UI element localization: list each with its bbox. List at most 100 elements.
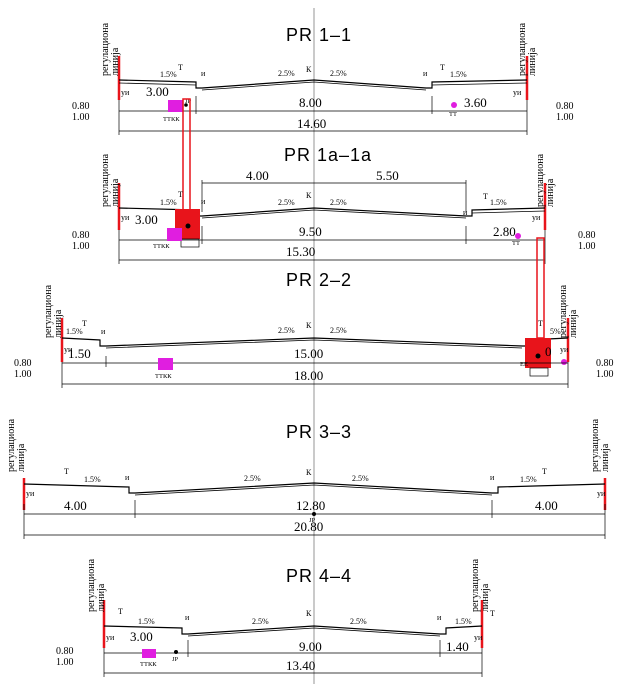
dimension-label: 4.00	[535, 498, 558, 513]
edge-label: и	[490, 473, 495, 482]
section-pr-3-3: PR 3–3 регулациона линија регулациона ли…	[6, 418, 611, 539]
utility-label: ТТКК	[153, 243, 170, 250]
slope-label: 2.5%	[278, 326, 295, 335]
utility-label: JP	[172, 656, 179, 663]
level-label: 1.00	[596, 369, 614, 380]
section-pr-1-1: PR 1–1 регулациона линија регулациона ли…	[72, 22, 574, 135]
road-profile	[103, 625, 483, 635]
pipe-link	[182, 98, 191, 217]
regulation-label: регулациона	[100, 22, 111, 76]
slope-label: 1.5%	[490, 198, 507, 207]
slope-label: 1.5%	[455, 617, 472, 626]
utility-label: ТТКК	[155, 373, 172, 380]
level-label: 0.80	[72, 230, 90, 241]
dimension-label: 4.00	[246, 168, 269, 183]
pavement-label: Т	[178, 190, 183, 199]
dimension-label: 5.50	[376, 168, 399, 183]
dimension-label: 8.00	[299, 95, 322, 110]
edge-label: и	[125, 473, 130, 482]
utility-label: JP	[185, 98, 192, 105]
utility-label: JP	[309, 517, 316, 524]
slope-label: 1.5%	[160, 70, 177, 79]
level-label: 0.80	[72, 101, 90, 112]
dimension-label: 0	[545, 344, 552, 359]
section-pr-2-2: PR 2–2 регулациона линија регулациона ли…	[14, 270, 614, 388]
road-profile	[61, 337, 569, 347]
edge-label: и	[201, 197, 206, 206]
slope-label: 2.5%	[330, 69, 347, 78]
regulation-label: линија	[96, 583, 107, 612]
utility-label: ЕЕ	[520, 361, 528, 368]
section-title: PR 1a–1a	[284, 145, 372, 165]
level-label: 1.00	[556, 112, 574, 123]
regulation-label: регулациона	[43, 284, 54, 338]
utility-label: ТТКК	[163, 116, 180, 123]
slope-label: 2.5%	[352, 474, 369, 483]
section-pr-4-4: PR 4–4 регулациона линија регулациона ли…	[56, 558, 495, 677]
tt-utility-marker	[515, 233, 521, 239]
regulation-label: регулациона	[470, 558, 481, 612]
slope-label: 2.5%	[330, 198, 347, 207]
slope-label: 5%	[550, 327, 561, 336]
edge-label: и	[463, 208, 468, 217]
axis-label: К	[306, 468, 312, 477]
regulation-label: линија	[545, 178, 556, 207]
slope-label: 2.5%	[252, 617, 269, 626]
dimension-label: 13.40	[286, 658, 315, 673]
ttkk-utility-marker	[142, 649, 156, 658]
curb-label: уи	[121, 88, 130, 97]
dimension-label: 14.60	[297, 116, 326, 131]
level-label: 0.80	[56, 646, 74, 657]
pavement-label: Т	[118, 607, 123, 616]
axis-label: К	[306, 191, 312, 200]
utility-label: ТТ	[449, 111, 457, 118]
dimension-label: 4.00	[64, 498, 87, 513]
regulation-label: линија	[53, 309, 64, 338]
pavement-label: Т	[490, 609, 495, 618]
slope-label: 2.5%	[350, 617, 367, 626]
regulation-label: регулациона	[6, 418, 17, 472]
regulation-label: линија	[110, 47, 121, 76]
curb-label: уи	[513, 88, 522, 97]
section-title: PR 1–1	[286, 25, 352, 45]
regulation-label: регулациона	[590, 418, 601, 472]
axis-label: К	[306, 65, 312, 74]
curb-label: уи	[26, 489, 35, 498]
regulation-label: регулациона	[535, 153, 546, 207]
slope-label: 2.5%	[330, 326, 347, 335]
dimension-label: 3.00	[146, 84, 169, 99]
level-label: 0.80	[578, 230, 596, 241]
slope-label: 1.5%	[66, 327, 83, 336]
dimension-label: 2.80	[493, 224, 516, 239]
regulation-label: линија	[110, 178, 121, 207]
pavement-label: Т	[178, 63, 183, 72]
level-label: 1.00	[14, 369, 32, 380]
dimension-label: 20.80	[294, 519, 323, 534]
level-label: 1.00	[72, 241, 90, 252]
curb-label: уи	[532, 213, 541, 222]
level-label: 0.80	[596, 358, 614, 369]
regulation-label: регулациона	[517, 22, 528, 76]
curb-label: уи	[474, 633, 483, 642]
slope-label: 1.5%	[520, 475, 537, 484]
axis-label: К	[306, 609, 312, 618]
curb-label: уи	[64, 345, 73, 354]
regulation-label: линија	[600, 443, 611, 472]
dimension-label: 1.40	[446, 639, 469, 654]
level-label: 0.80	[14, 358, 32, 369]
level-label: 1.00	[72, 112, 90, 123]
slope-label: 1.5%	[450, 70, 467, 79]
dimension-label: 15.00	[294, 346, 323, 361]
ttkk-utility-marker	[167, 228, 182, 241]
pavement-label: Т	[483, 192, 488, 201]
curb-label: уи	[106, 633, 115, 642]
curb-label: уи	[597, 489, 606, 498]
regulation-label: регулациона	[558, 284, 569, 338]
dimension-label: 18.00	[294, 368, 323, 383]
pavement-label: Т	[82, 319, 87, 328]
dimension-label: 9.00	[299, 639, 322, 654]
slope-label: 1.5%	[160, 198, 177, 207]
level-label: 1.00	[56, 657, 74, 668]
